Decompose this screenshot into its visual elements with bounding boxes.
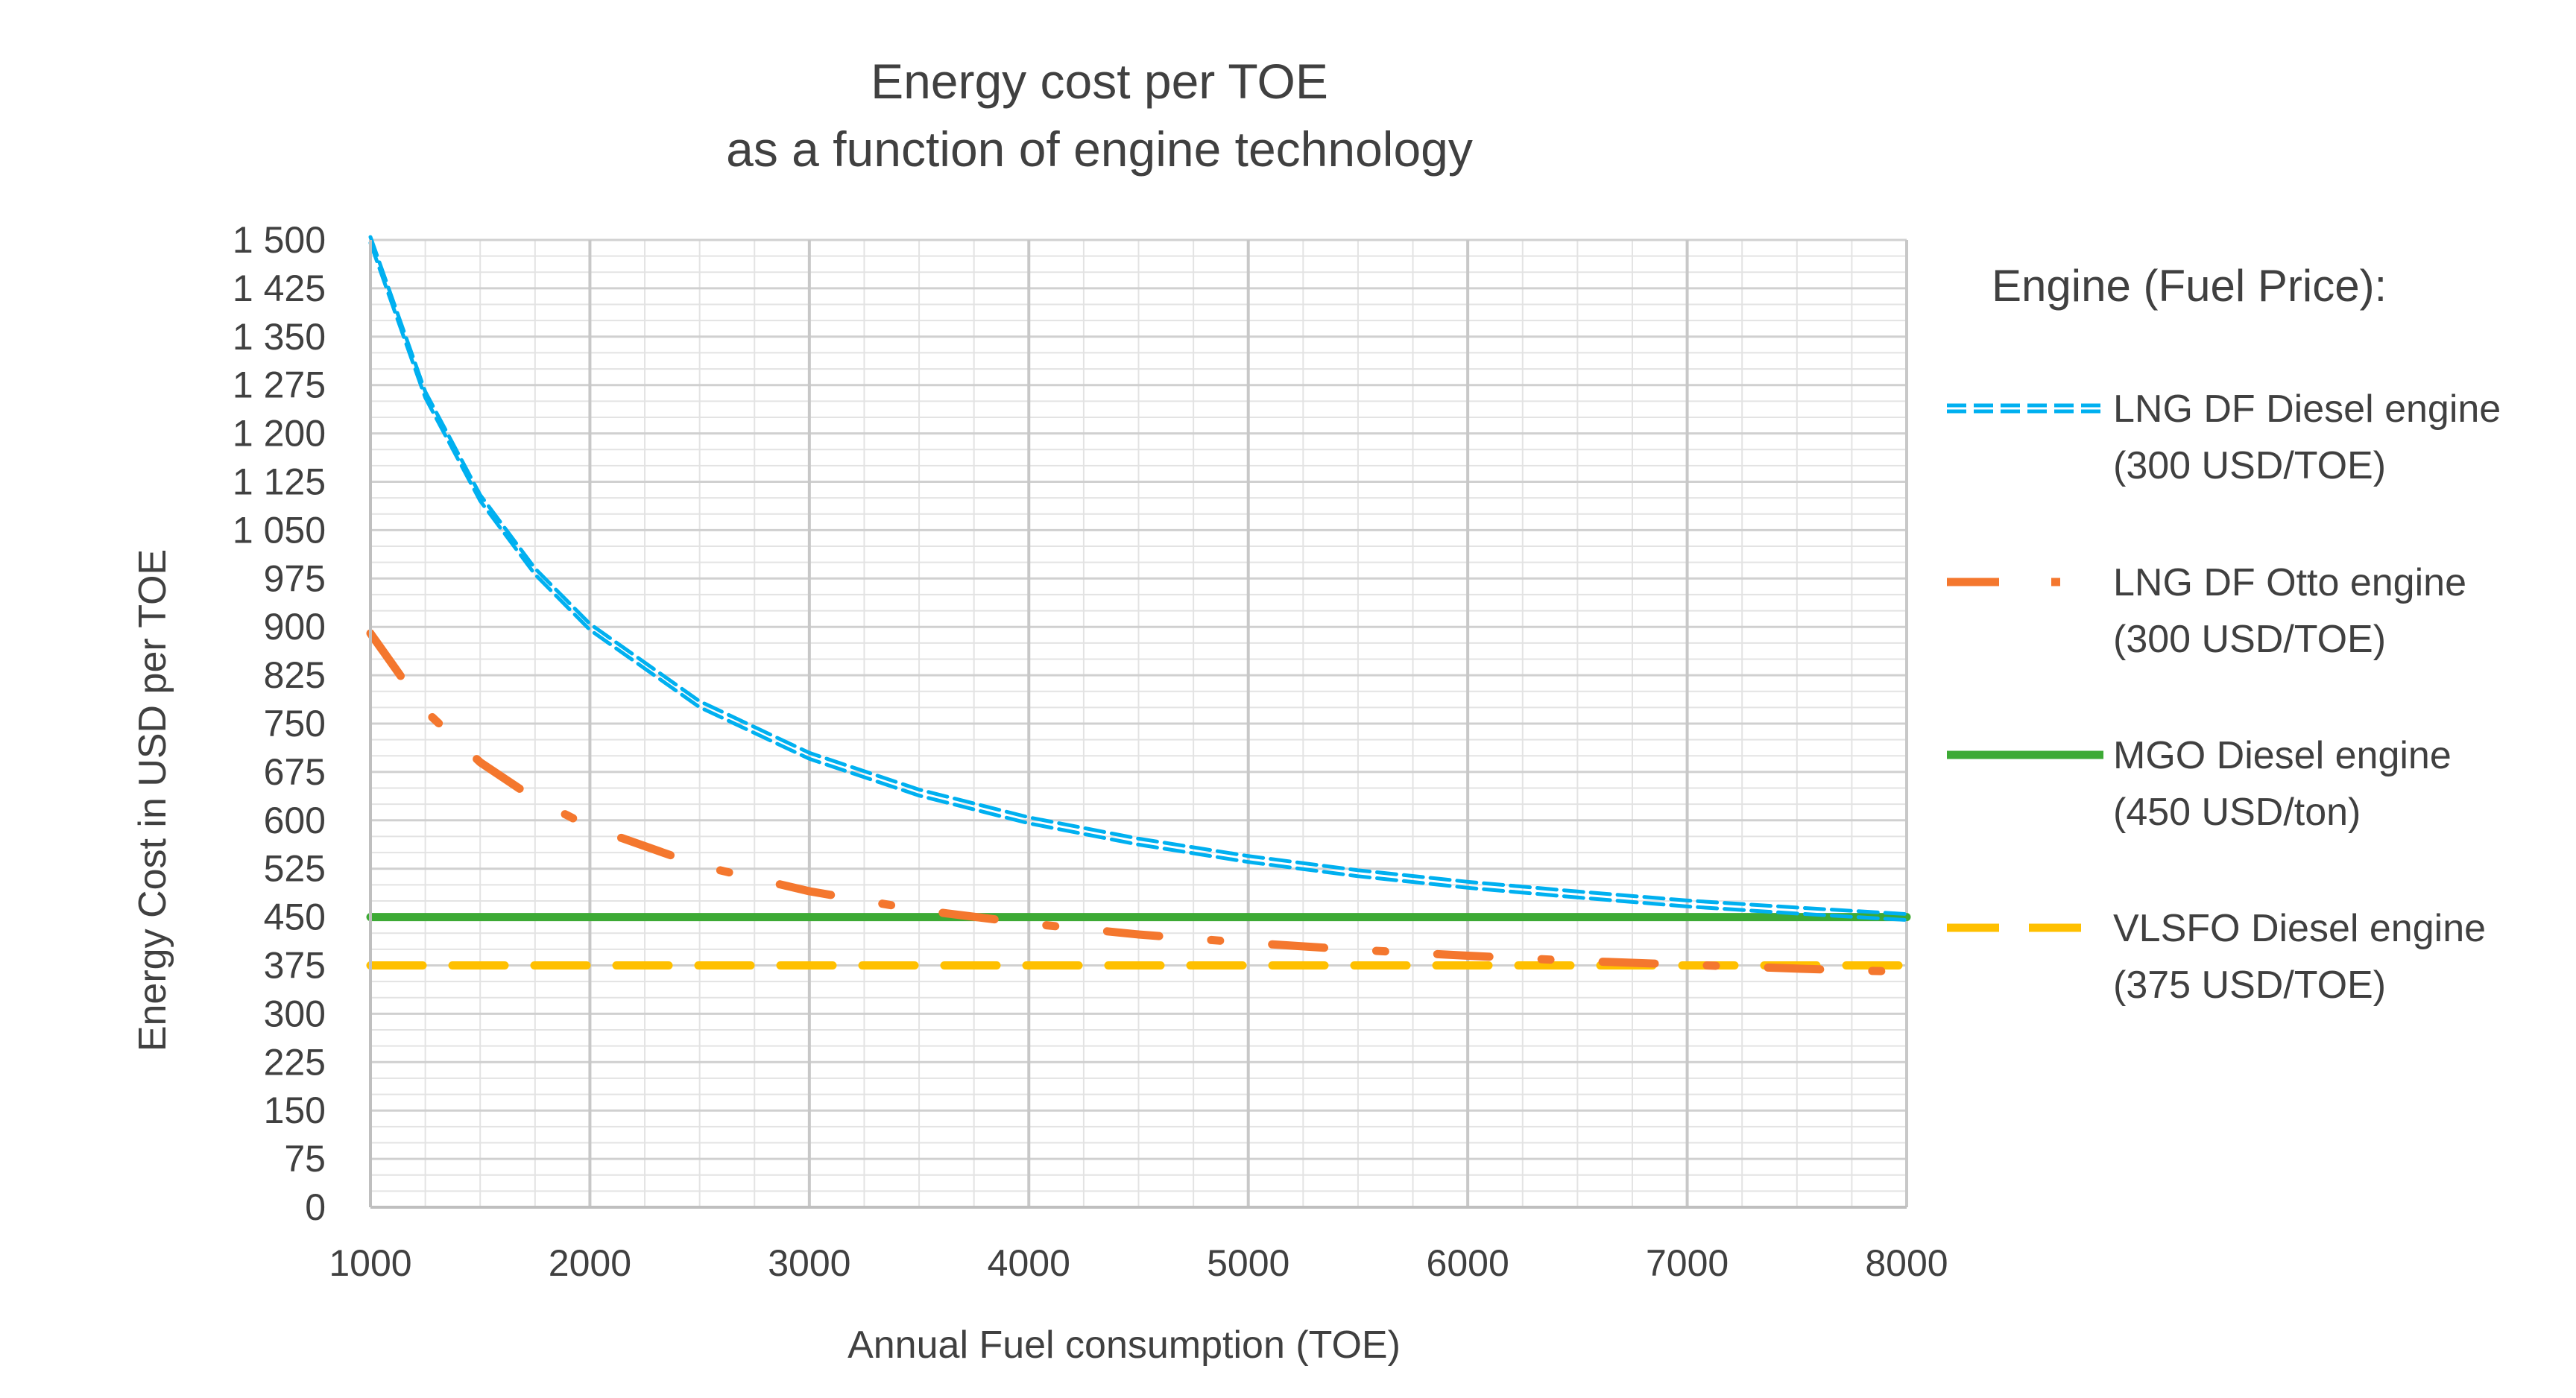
y-tick-label: 750 (264, 703, 326, 744)
legend-item-4: VLSFO Diesel engine (375 USD/TOE) (1947, 907, 2486, 1007)
y-tick-label: 675 (264, 751, 326, 793)
y-tick-label: 1 050 (233, 509, 326, 551)
y-tick-label: 1 200 (233, 413, 326, 455)
x-tick-label: 1000 (329, 1242, 411, 1284)
legend-title: Engine (Fuel Price): (1992, 261, 2387, 311)
legend-item-2: LNG DF Otto engine (300 USD/TOE) (1947, 561, 2466, 661)
chart-title-line-1: Energy cost per TOE (871, 54, 1328, 109)
x-tick-label: 5000 (1207, 1242, 1289, 1284)
x-tick-label: 7000 (1646, 1242, 1729, 1284)
y-axis-title: Energy Cost in USD per TOE (131, 549, 174, 1051)
y-tick-label: 375 (264, 945, 326, 987)
y-tick-label: 1 350 (233, 316, 326, 358)
legend-label: MGO Diesel engine (2113, 734, 2452, 777)
legend: Engine (Fuel Price): LNG DF Diesel engine… (1947, 261, 2501, 1007)
x-tick-label: 8000 (1865, 1242, 1948, 1284)
y-tick-label: 300 (264, 993, 326, 1034)
legend-price: (300 USD/TOE) (2113, 618, 2386, 661)
legend-price: (450 USD/ton) (2113, 791, 2361, 834)
y-tick-label: 75 (284, 1138, 326, 1180)
series-line-2 (366, 629, 1911, 976)
labels: 0 75 150 225 300 375 450 525 600 675 750 825 900 975 1… (131, 54, 1948, 1367)
legend-price: (300 USD/TOE) (2113, 444, 2386, 487)
series-line-1 (368, 241, 1909, 923)
series-lines (366, 235, 1911, 976)
y-tick-label: 0 (305, 1186, 326, 1228)
series-line-1 (368, 235, 1909, 917)
y-tick-label: 600 (264, 800, 326, 841)
x-tick-label: 4000 (988, 1242, 1070, 1284)
x-tick-label: 3000 (768, 1242, 850, 1284)
legend-item-3: MGO Diesel engine (450 USD/ton) (1947, 734, 2452, 834)
y-tick-label: 450 (264, 896, 326, 938)
y-tick-label: 225 (264, 1041, 326, 1083)
chart-title-line-2: as a function of engine technology (726, 121, 1473, 177)
grid-lines (369, 238, 1908, 1209)
x-axis-title: Annual Fuel consumption (TOE) (847, 1323, 1401, 1367)
y-tick-label: 975 (264, 557, 326, 599)
y-tick-label: 150 (264, 1089, 326, 1131)
y-tick-label: 525 (264, 848, 326, 890)
y-tick-label: 1 125 (233, 461, 326, 503)
y-tick-label: 1 425 (233, 268, 326, 309)
x-tick-label: 6000 (1427, 1242, 1509, 1284)
y-tick-label: 1 275 (233, 364, 326, 406)
axes (369, 240, 1907, 1209)
legend-price: (375 USD/TOE) (2113, 964, 2386, 1007)
legend-item-1: LNG DF Diesel engine (300 USD/TOE) (1947, 388, 2501, 487)
x-tick-label: 2000 (549, 1242, 631, 1284)
y-tick-label: 1 500 (233, 219, 326, 261)
y-tick-label: 900 (264, 606, 326, 648)
y-tick-label: 825 (264, 654, 326, 696)
legend-label: VLSFO Diesel engine (2113, 907, 2486, 950)
legend-label: LNG DF Otto engine (2113, 561, 2466, 604)
legend-label: LNG DF Diesel engine (2113, 388, 2501, 431)
